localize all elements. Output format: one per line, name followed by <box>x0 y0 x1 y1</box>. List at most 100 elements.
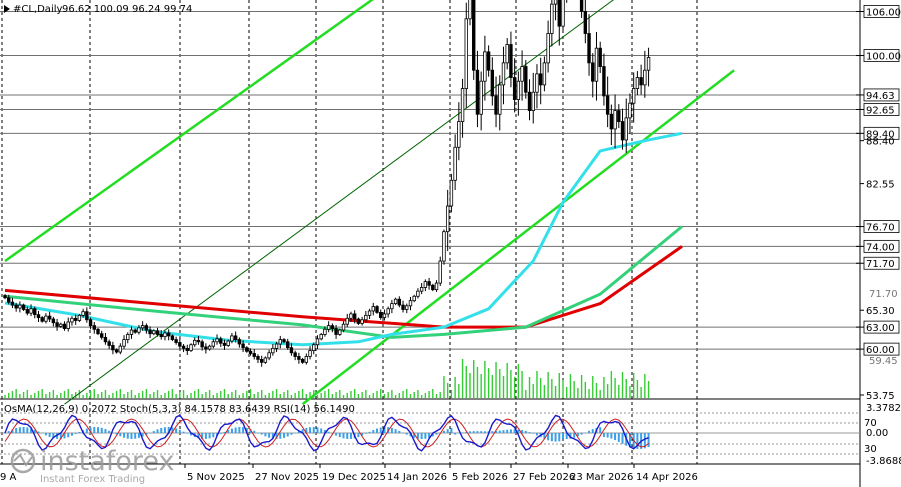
candle-body <box>587 33 591 64</box>
osma-bar <box>543 433 546 439</box>
candle-body <box>423 281 428 288</box>
candle-body <box>88 319 93 327</box>
osma-bar <box>26 427 29 433</box>
date-label: 14 Apr 2026 <box>636 472 698 483</box>
level-tag-label: 94.63 <box>866 91 895 102</box>
candle-body <box>230 335 234 342</box>
osma-bar <box>212 433 215 438</box>
candle-body <box>591 62 595 82</box>
price-axis-label: 88.40 <box>866 137 895 148</box>
candle-body <box>103 336 108 343</box>
osma-bar <box>647 433 650 448</box>
candles <box>3 0 651 367</box>
osma-bar <box>208 433 211 439</box>
osma-bar <box>279 433 282 439</box>
ohlc-values: 96.62 100.09 96.24 99.74 <box>62 4 192 15</box>
candle-body <box>464 18 468 89</box>
candle-body <box>442 231 446 262</box>
candle-body <box>100 333 104 338</box>
candle-body <box>77 314 82 321</box>
candle-body <box>312 344 316 351</box>
osma-bar <box>190 433 192 436</box>
osma-bar <box>22 427 25 433</box>
candle-body <box>602 66 606 97</box>
osma-bar <box>70 433 73 436</box>
candle-body <box>200 341 204 348</box>
candle-body <box>620 121 625 141</box>
candle-body <box>583 11 588 34</box>
osma-bar <box>446 429 449 433</box>
candle-body <box>546 33 550 64</box>
candle-body <box>646 57 651 71</box>
osma-bar <box>469 431 471 433</box>
osma-bar <box>182 431 185 433</box>
date-label: 23 Mar 2026 <box>570 472 633 483</box>
osma-bar <box>283 433 285 438</box>
osma-bar <box>41 433 44 434</box>
osma-bar <box>435 433 438 435</box>
osma-bar <box>290 433 293 435</box>
candle-body <box>92 325 96 330</box>
osma-bar <box>111 432 114 434</box>
candle-body <box>204 346 208 350</box>
osma-bar <box>134 433 137 439</box>
candle-body <box>114 349 119 353</box>
osma-bar <box>376 428 378 433</box>
osma-bar <box>335 433 338 436</box>
osma-bar <box>390 427 393 433</box>
candle-body <box>352 313 357 320</box>
osma-bar <box>550 433 553 442</box>
candle-body <box>189 344 193 351</box>
candle-body <box>207 345 212 350</box>
level-tag-label: 60.00 <box>866 345 895 356</box>
osma-bar <box>517 429 520 433</box>
osma-bar <box>558 433 561 442</box>
candle-body <box>85 311 89 321</box>
candle-body <box>494 95 498 115</box>
candle-body <box>479 80 483 115</box>
level-tag-label: 74.00 <box>866 242 895 253</box>
candle-body <box>256 356 260 360</box>
date-label: 14 Jan 2026 <box>387 472 447 483</box>
osma-bar <box>327 431 330 433</box>
channel-middle-line <box>64 0 614 405</box>
osma-bar <box>457 433 460 434</box>
osma-bar <box>349 433 352 439</box>
candle-body <box>631 88 636 104</box>
candle-body <box>535 73 539 93</box>
osc-axis-label: 3.3782 <box>866 403 901 414</box>
candle-body <box>178 342 182 347</box>
candle-body <box>345 317 349 325</box>
candle-body <box>512 77 517 100</box>
price-axis-label: 65.30 <box>866 306 895 317</box>
candle-body <box>33 308 37 316</box>
candle-body <box>356 318 361 324</box>
osma-bar <box>85 428 88 433</box>
osma-bar <box>532 433 535 434</box>
candle-body <box>271 347 275 354</box>
level-tag-label: 71.70 <box>866 259 895 270</box>
osma-bar <box>398 430 401 433</box>
candle-body <box>390 303 394 310</box>
candle-body <box>341 323 346 331</box>
candle-body <box>538 73 543 86</box>
osma-bar <box>472 431 475 433</box>
osma-bar <box>18 427 21 433</box>
osma-bar <box>171 427 174 433</box>
osma-bar <box>15 428 18 433</box>
candle-body <box>401 304 405 310</box>
candle-body <box>81 311 85 316</box>
collapse-arrow-icon[interactable] <box>4 5 10 13</box>
candle-body <box>3 295 7 299</box>
candle-body <box>293 352 297 357</box>
osma-bar <box>89 427 92 433</box>
osma-bar <box>502 430 505 433</box>
candle-body <box>18 304 22 309</box>
osma-bar <box>245 427 248 433</box>
osma-bar <box>74 433 77 434</box>
osma-bar <box>420 433 423 439</box>
osma-bar <box>372 430 375 433</box>
osma-bar <box>628 433 631 448</box>
candle-body <box>245 347 249 352</box>
